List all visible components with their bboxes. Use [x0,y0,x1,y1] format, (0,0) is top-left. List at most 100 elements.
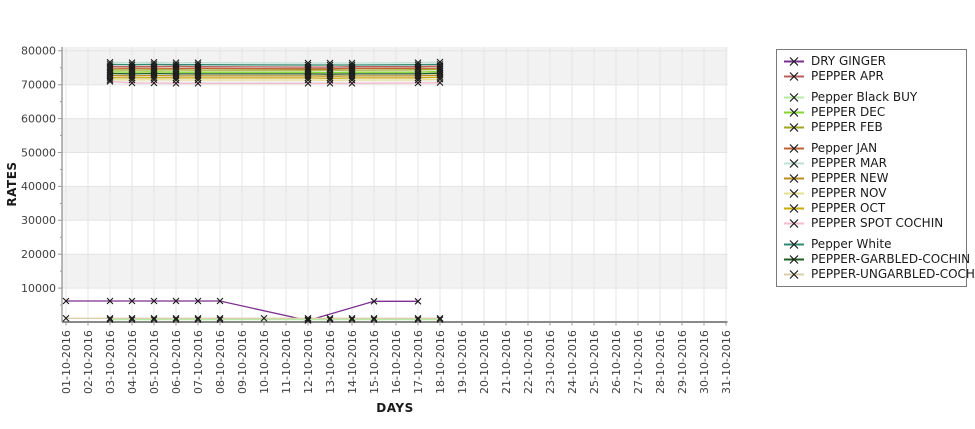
svg-text:16-10-2016: 16-10-2016 [390,330,403,394]
background-band [62,118,728,153]
legend-label: DRY GINGER [811,54,886,68]
legend-marker-icon [784,123,804,132]
x-marker-icon [106,316,114,324]
x-marker-icon [414,61,422,69]
series-lines [66,61,441,322]
x-marker-icon [304,61,312,69]
legend-label: Pepper Black BUY [811,90,918,104]
x-marker-icon [326,61,334,69]
x-marker-icon [414,59,422,67]
x-marker-icon [150,79,158,87]
legend-item: PEPPER FEB [777,120,966,135]
x-marker-icon [106,77,114,85]
legend-item: Pepper White [777,237,966,252]
series-line [66,300,418,322]
legend-item: PEPPER APR [777,69,966,84]
x-marker-icon [106,76,114,84]
legend-label: Pepper White [811,237,892,251]
x-marker-icon [304,317,312,324]
background-band [62,254,728,289]
x-marker-icon [172,297,180,305]
x-marker-icon [414,76,422,84]
svg-text:02-10-2016: 02-10-2016 [82,330,95,394]
x-marker-icon [216,314,224,322]
legend-marker-icon [784,189,804,198]
svg-text:03-10-2016: 03-10-2016 [104,330,117,394]
x-marker-icon [304,70,312,78]
svg-text:17-10-2016: 17-10-2016 [412,330,425,394]
legend-item: PEPPER NEW [777,171,966,186]
svg-text:10000: 10000 [21,282,56,295]
x-marker-icon [128,297,136,305]
legend-item: PEPPER-UNGARBLED-COCHIN [777,267,975,282]
x-marker-icon [194,79,202,87]
legend-item: PEPPER MAR [777,156,966,171]
legend-marker-icon [784,72,804,81]
x-marker-icon [128,70,136,78]
legend-marker-icon [784,144,804,153]
x-marker-icon [150,70,158,77]
x-marker-icon [436,69,444,77]
legend-label: PEPPER OCT [811,201,886,215]
series-line [109,63,441,66]
svg-text:14-10-2016: 14-10-2016 [346,330,359,394]
svg-text:06-10-2016: 06-10-2016 [170,330,183,394]
x-marker-icon [370,314,378,322]
legend-label: PEPPER NOV [811,186,887,200]
svg-text:30000: 30000 [21,214,56,227]
x-marker-icon [348,59,356,67]
x-marker-icon [348,314,356,322]
legend-item: Pepper Black BUY [777,90,966,105]
svg-text:40000: 40000 [21,180,56,193]
legend-label: PEPPER MAR [811,156,887,170]
x-marker-icon [348,79,356,87]
series-line [109,70,441,74]
x-marker-icon [106,314,114,322]
x-marker-icon [128,79,136,87]
legend-label: PEPPER APR [811,69,884,83]
legend-item: PEPPER SPOT COCHIN [777,216,966,231]
axis-ticks [58,50,727,326]
x-marker-icon [172,316,180,324]
x-marker-icon [62,297,70,305]
svg-text:24-10-2016: 24-10-2016 [566,330,579,394]
x-marker-icon [304,59,312,67]
x-marker-icon [194,70,202,78]
legend-item: PEPPER NOV [777,186,966,201]
svg-text:29-10-2016: 29-10-2016 [676,330,689,394]
y-axis-title: RATES [5,161,19,207]
series-line [109,61,441,64]
x-marker-icon [326,316,334,324]
x-marker-icon [326,79,334,87]
legend-label: PEPPER FEB [811,120,883,134]
svg-text:60000: 60000 [21,112,56,125]
svg-text:15-10-2016: 15-10-2016 [368,330,381,394]
legend-label: PEPPER-GARBLED-COCHIN [811,252,971,266]
svg-text:30-10-2016: 30-10-2016 [698,330,711,394]
x-marker-icon [128,59,136,67]
svg-text:23-10-2016: 23-10-2016 [544,330,557,394]
x-marker-icon [106,58,114,66]
x-marker-icon [62,314,70,322]
background-band [62,186,728,221]
legend-label: PEPPER DEC [811,105,886,119]
x-marker-icon [106,70,114,77]
x-marker-icon [106,60,114,68]
x-marker-icon [260,314,268,322]
legend-item: PEPPER-GARBLED-COCHIN [777,252,970,267]
x-marker-icon [172,70,180,78]
x-marker-icon [436,79,444,87]
legend-label: PEPPER-UNGARBLED-COCHIN [811,267,975,281]
x-tick-labels: 01-10-2016 02-10-2016 03-10-2016 04-10-2016… [60,330,733,394]
x-axis-title: DAYS [376,401,414,415]
legend-marker-icon [784,240,804,249]
x-marker-icon [172,79,180,87]
series-line [109,74,441,77]
x-marker-icon [326,59,334,67]
x-marker-icon [304,316,312,324]
svg-text:20000: 20000 [21,248,56,261]
x-marker-icon [414,79,422,87]
x-marker-icon [128,76,136,84]
